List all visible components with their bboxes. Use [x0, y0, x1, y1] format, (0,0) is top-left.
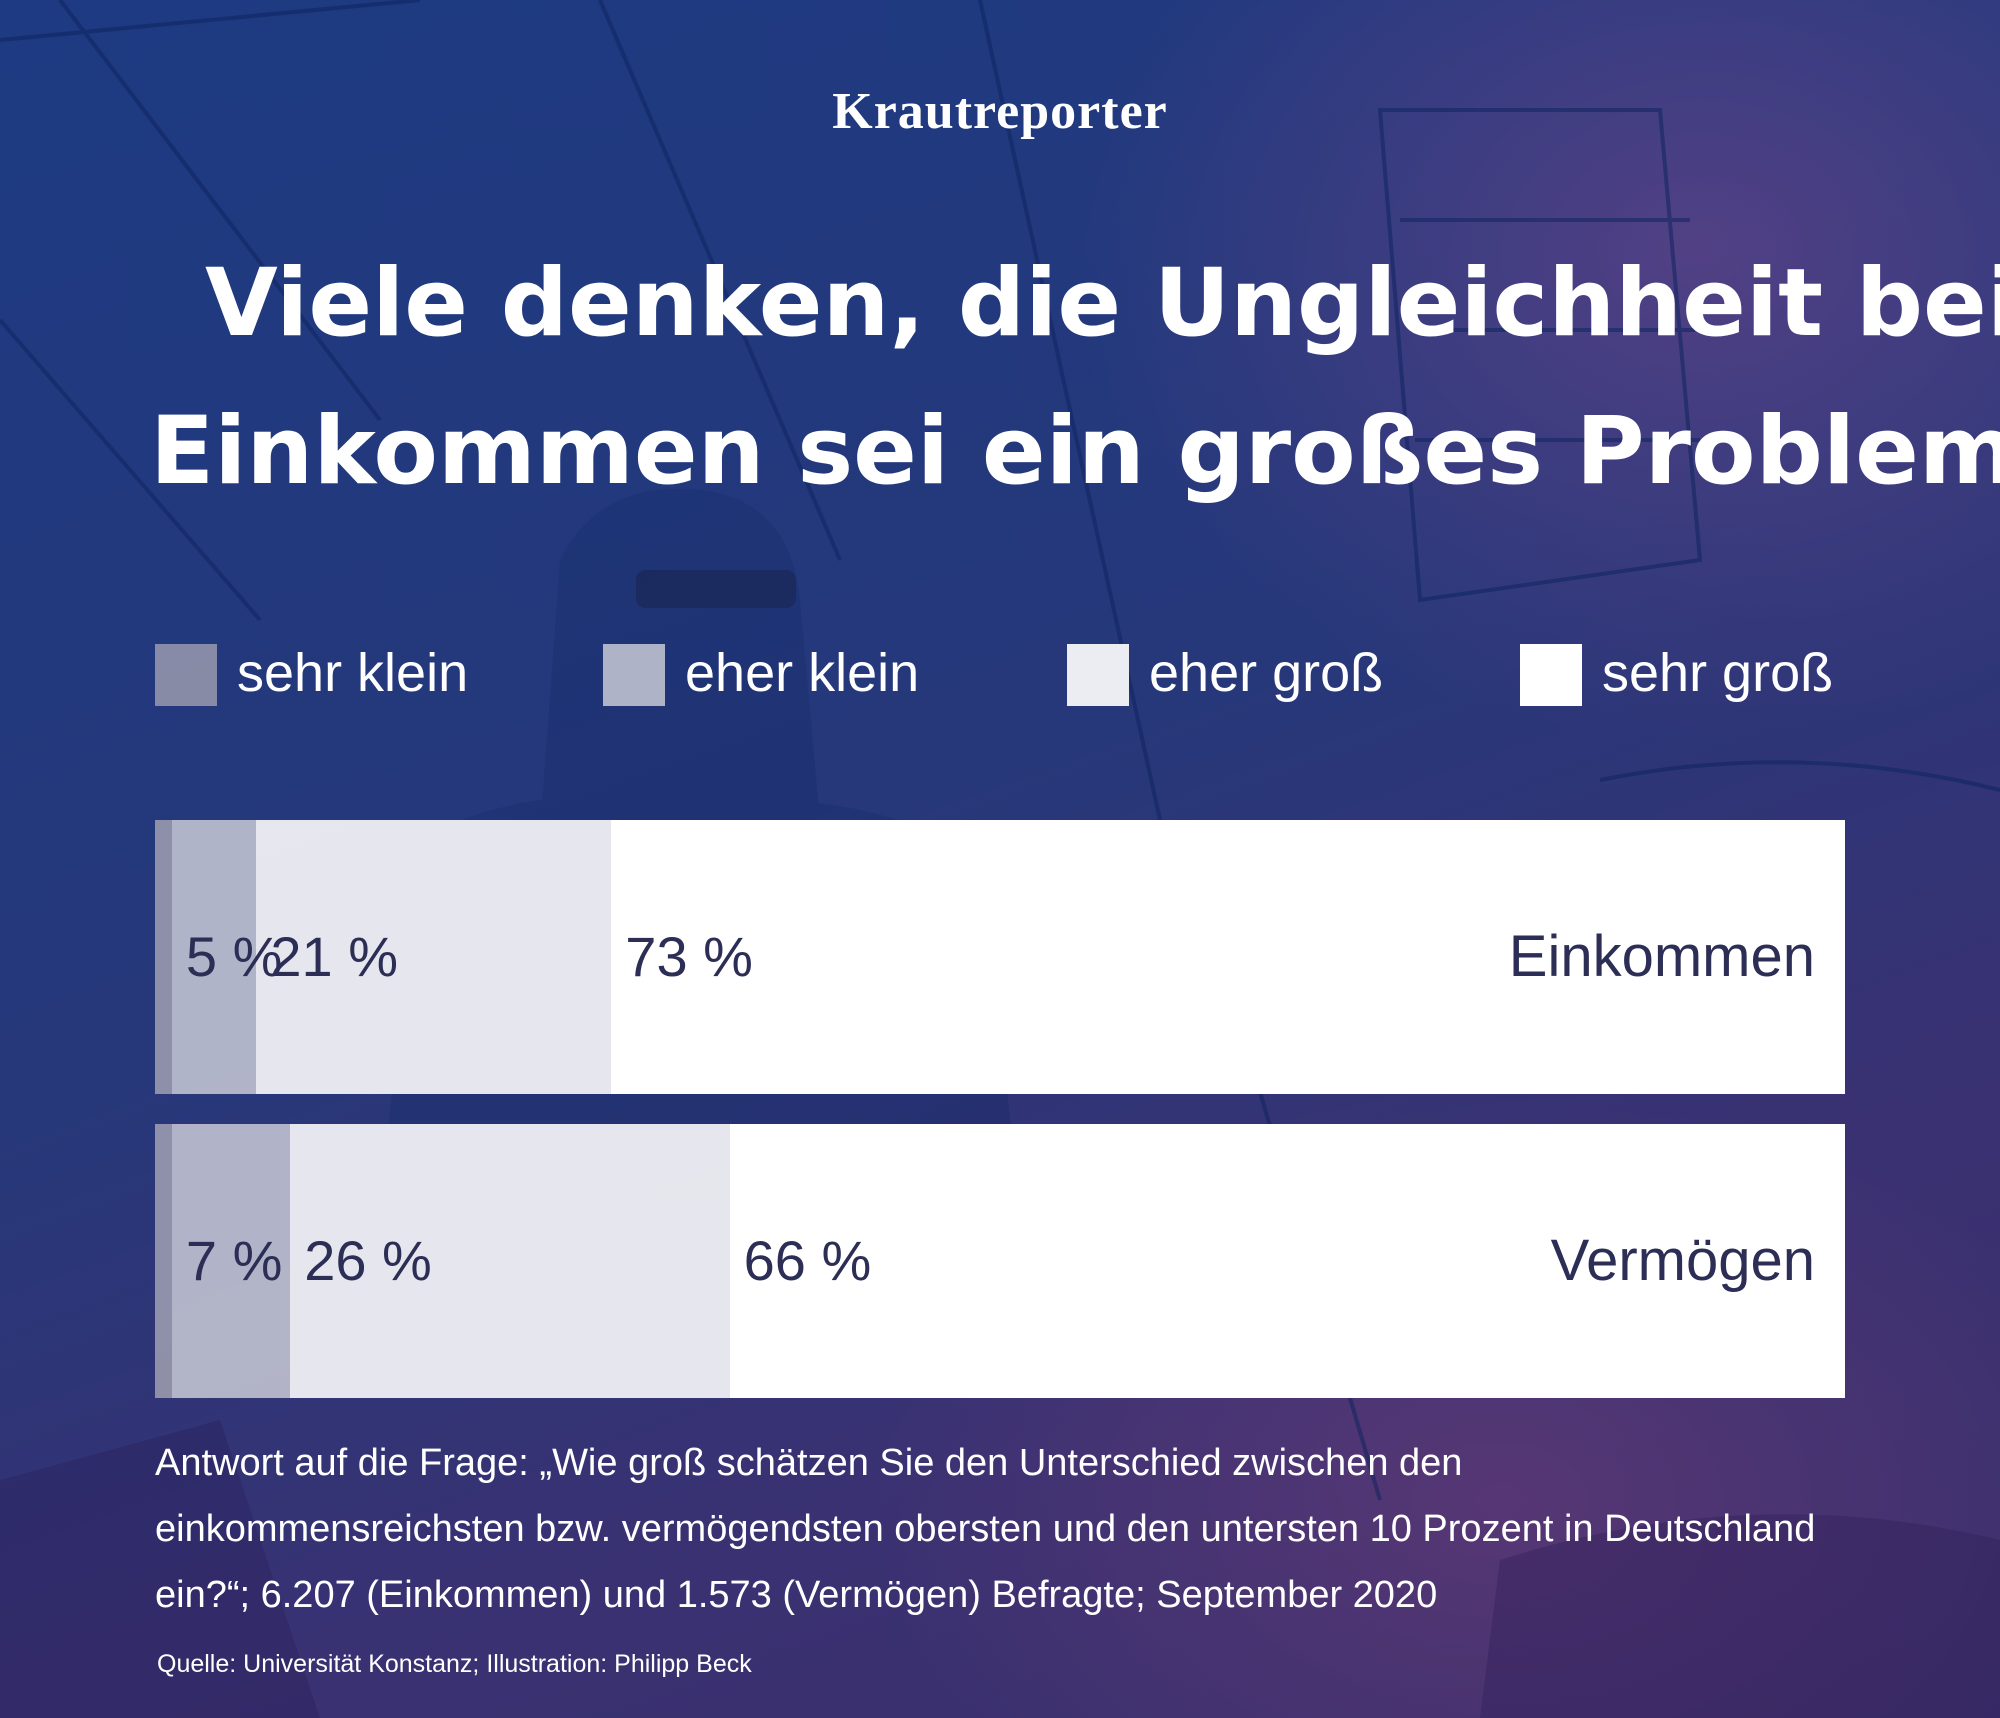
chart-title-line-2: Einkommen sei ein großes Problem — [150, 397, 2000, 506]
bar-row-vermögen: 7 % 26 % 66 % Vermögen — [155, 1124, 1845, 1398]
legend: sehr klein eher klein eher groß sehr gro… — [155, 640, 1855, 706]
legend-label-sehr-gross: sehr groß — [1602, 643, 1834, 703]
bar-row-einkommen: 5 % 21 % 73 % Einkommen — [155, 820, 1845, 1094]
stacked-bar-chart: 5 % 21 % 73 % Einkommen 7 % 26 % 66 % Vermögen — [155, 820, 1845, 1400]
question-note-line-1: Antwort auf die Frage: „Wie groß schätze… — [155, 1442, 1463, 1484]
legend-swatch-eher-klein — [603, 644, 665, 706]
legend-label-eher-gross: eher groß — [1149, 643, 1384, 703]
bar-segment-vermögen-0 — [155, 1124, 172, 1398]
bar-segment-einkommen-0 — [155, 820, 172, 1094]
data-label-einkommen-3: 73 % — [625, 925, 753, 988]
category-label-einkommen: Einkommen — [1508, 924, 1815, 989]
category-label-vermögen: Vermögen — [1550, 1228, 1815, 1293]
question-note-line-3: ein?“; 6.207 (Einkommen) und 1.573 (Verm… — [155, 1574, 1438, 1616]
chart-title: Viele denken, die Ungleichheit bei Einko… — [150, 230, 2000, 526]
data-label-einkommen-1: 5 % — [185, 925, 283, 988]
bar-segment-einkommen-2 — [256, 820, 612, 1094]
legend-swatch-sehr-gross — [1520, 644, 1582, 706]
data-label-vermögen-3: 66 % — [743, 1229, 872, 1292]
bar-segment-vermögen-1 — [171, 1124, 291, 1398]
legend-label-eher-klein: eher klein — [685, 643, 920, 703]
bar-segment-vermögen-3 — [729, 1124, 1845, 1398]
data-label-vermögen-2: 26 % — [304, 1229, 432, 1292]
bar-segment-einkommen-3 — [611, 820, 1845, 1094]
bar-segment-einkommen-1 — [171, 820, 257, 1094]
bar-segment-vermögen-2 — [290, 1124, 730, 1398]
legend-swatch-eher-gross — [1067, 644, 1129, 706]
legend-swatch-sehr-klein — [155, 644, 217, 706]
legend-label-sehr-klein: sehr klein — [237, 643, 469, 703]
chart-title-line-1: Viele denken, die Ungleichheit bei — [205, 249, 2000, 358]
data-label-einkommen-2: 21 % — [270, 925, 399, 988]
data-label-vermögen-1: 7 % — [185, 1229, 283, 1292]
question-note-line-2: einkommensreichsten bzw. vermögendsten o… — [155, 1508, 1816, 1550]
question-note: Antwort auf die Frage: „Wie groß schätze… — [155, 1430, 1875, 1628]
brand-logo: Krautreporter — [832, 83, 1168, 140]
source-credit: Quelle: Universität Konstanz; Illustrati… — [157, 1650, 752, 1678]
